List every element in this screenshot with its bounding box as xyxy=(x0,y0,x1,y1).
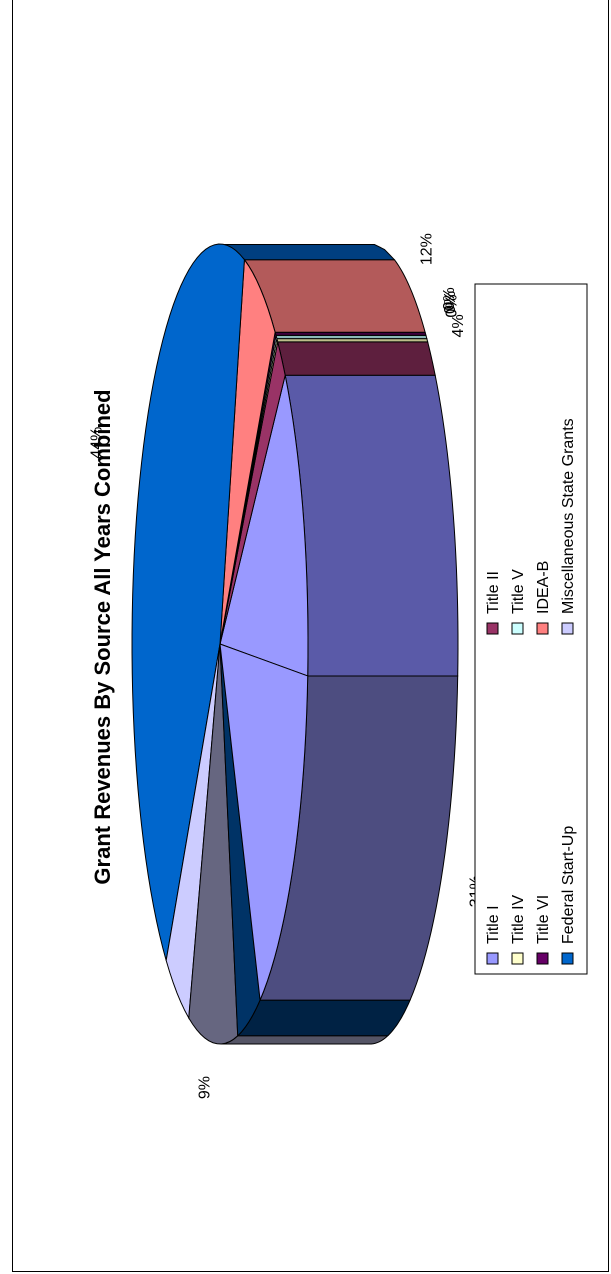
legend-swatch xyxy=(536,952,549,965)
data-label-3: 0% xyxy=(442,291,459,314)
legend-swatch xyxy=(486,952,499,965)
pie-plot xyxy=(131,243,459,1045)
legend-swatch xyxy=(561,622,574,635)
legend: Title I Title IV Title VI Federal Start-Up T… xyxy=(474,283,588,975)
legend-swatch xyxy=(486,622,499,635)
pie-slice-7 xyxy=(165,643,221,1020)
legend-item: Title VI xyxy=(535,895,552,944)
pie-slice-10 xyxy=(219,643,309,1001)
pie-slice-8 xyxy=(188,643,239,1045)
data-label-1: 4% xyxy=(450,314,467,337)
legend-box xyxy=(474,283,588,975)
data-label-6: 44% xyxy=(88,427,105,459)
pie-wall-6 xyxy=(224,244,396,261)
pie-slice-5 xyxy=(219,258,276,645)
legend-swatch xyxy=(561,952,574,965)
legend-swatch xyxy=(536,622,549,635)
pie-slice-0 xyxy=(219,375,309,677)
pie-slice-9 xyxy=(219,643,261,1037)
legend-item: Title V xyxy=(510,569,527,614)
data-label-4: 0% xyxy=(441,287,458,310)
pie-slice-6 xyxy=(131,243,245,961)
legend-item: Federal Start-Up xyxy=(560,826,577,944)
data-label-2: 0% xyxy=(444,294,461,317)
data-label-5: 12% xyxy=(418,233,435,265)
legend-swatch xyxy=(511,622,524,635)
legend-item: IDEA-B xyxy=(535,561,552,614)
pie-wall-0 xyxy=(284,374,459,677)
data-label-8: 9% xyxy=(196,1076,213,1099)
pie-wall-1 xyxy=(277,341,436,376)
legend-item: Title II xyxy=(485,571,502,614)
pie-wall-9 xyxy=(236,999,411,1037)
legend-swatch xyxy=(511,952,524,965)
legend-item: Title IV xyxy=(510,894,527,944)
pie-wall-8 xyxy=(221,1035,390,1045)
data-labels: 4%0%0%0%12%44%9%31% xyxy=(88,233,484,1099)
legend-item: Miscellaneous State Grants xyxy=(560,418,577,614)
chart-title: Grant Revenues By Source All Years Combi… xyxy=(90,389,115,884)
legend-item: Title I xyxy=(485,905,502,944)
